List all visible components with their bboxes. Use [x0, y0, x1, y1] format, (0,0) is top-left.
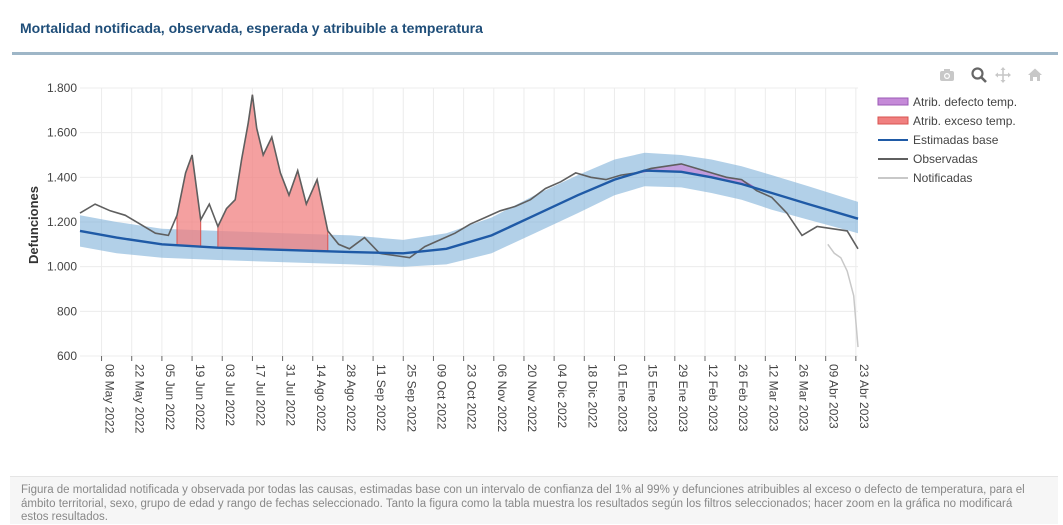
- y-tick-label: 800: [57, 304, 77, 318]
- x-tick-label: 15 Ene 2023: [646, 364, 660, 432]
- y-tick-label: 1.400: [47, 170, 77, 184]
- y-tick-label: 1.200: [47, 215, 77, 229]
- x-tick-label: 23 Oct 2022: [465, 364, 479, 430]
- x-tick-label: 20 Nov 2022: [525, 364, 539, 432]
- x-tick-label: 22 May 2022: [133, 364, 147, 434]
- legend-label: Estimadas base: [913, 133, 999, 147]
- x-tick-label: 11 Sep 2022: [374, 364, 388, 431]
- excess-area: [217, 94, 329, 252]
- page-title: Mortalidad notificada, observada, espera…: [20, 20, 483, 36]
- chart-legend: Atrib. defecto temp. Atrib. exceso temp. E…: [877, 95, 1017, 185]
- legend-item[interactable]: Atrib. exceso temp.: [877, 114, 1016, 128]
- y-tick-label: 1.600: [47, 126, 77, 140]
- x-tick-label: 06 Nov 2022: [495, 364, 509, 432]
- x-tick-label: 31 Jul 2022: [284, 364, 298, 426]
- y-axis: 600 800 1.000 1.200 1.400 1.600 1.800: [47, 81, 77, 363]
- x-tick-label: 26 Feb 2023: [736, 364, 750, 432]
- legend-label: Notificadas: [913, 171, 972, 185]
- observed-series-line: [79, 94, 859, 259]
- camera-icon[interactable]: [938, 66, 956, 84]
- x-tick-label: 12 Feb 2023: [706, 364, 720, 432]
- legend-label: Atrib. exceso temp.: [913, 114, 1016, 128]
- legend-item[interactable]: Estimadas base: [878, 133, 999, 147]
- y-axis-title: Defunciones: [26, 186, 41, 264]
- y-tick-label: 1.000: [47, 260, 77, 274]
- x-tick-label: 03 Jul 2022: [223, 364, 237, 426]
- base-series-line: [79, 169, 859, 255]
- x-tick-label: 19 Jun 2022: [193, 364, 207, 430]
- pan-icon[interactable]: [994, 66, 1012, 84]
- x-tick-label: 08 May 2022: [103, 364, 117, 434]
- y-tick-label: 600: [57, 349, 77, 363]
- x-tick-label: 26 Mar 2023: [797, 364, 811, 432]
- legend-label: Atrib. defecto temp.: [913, 95, 1017, 109]
- footnote-text: Figura de mortalidad notificada y observ…: [21, 484, 1025, 523]
- x-tick-label: 05 Jun 2022: [163, 364, 177, 430]
- x-tick-label: 12 Mar 2023: [766, 364, 780, 432]
- title-divider: [12, 52, 1058, 55]
- x-tick-label: 04 Dic 2022: [555, 364, 569, 428]
- reported-series-line: [827, 243, 859, 348]
- x-tick-label: 28 Ago 2022: [344, 364, 358, 432]
- x-tick-label: 14 Ago 2022: [314, 364, 328, 432]
- excess-areas: [176, 94, 329, 252]
- chart-footnote: Figura de mortalidad notificada y observ…: [10, 476, 1058, 524]
- mortality-chart[interactable]: 600 800 1.000 1.200 1.400 1.600 1.800 08 May 2…: [0, 0, 1063, 470]
- legend-swatch: [877, 116, 909, 125]
- legend-swatch: [877, 97, 909, 106]
- x-tick-label: 25 Sep 2022: [404, 364, 418, 432]
- x-axis: 08 May 2022 22 May 2022 05 Jun 2022 19 Jun …: [101, 356, 871, 434]
- legend-item[interactable]: Notificadas: [878, 171, 972, 185]
- legend-label: Observadas: [913, 152, 978, 166]
- x-tick-label: 23 Abr 2023: [857, 364, 871, 429]
- x-tick-label: 17 Jul 2022: [253, 364, 267, 426]
- legend-item[interactable]: Atrib. defecto temp.: [877, 95, 1017, 109]
- legend-item[interactable]: Observadas: [878, 152, 978, 166]
- x-tick-label: 09 Oct 2022: [434, 364, 448, 430]
- x-tick-label: 18 Dic 2022: [585, 364, 599, 428]
- x-tick-label: 09 Abr 2023: [827, 364, 841, 429]
- x-tick-label: 29 Ene 2023: [676, 364, 690, 432]
- zoom-icon[interactable]: [970, 66, 988, 84]
- home-icon[interactable]: [1026, 66, 1044, 84]
- x-tick-label: 01 Ene 2023: [615, 364, 629, 432]
- y-tick-label: 1.800: [47, 81, 77, 95]
